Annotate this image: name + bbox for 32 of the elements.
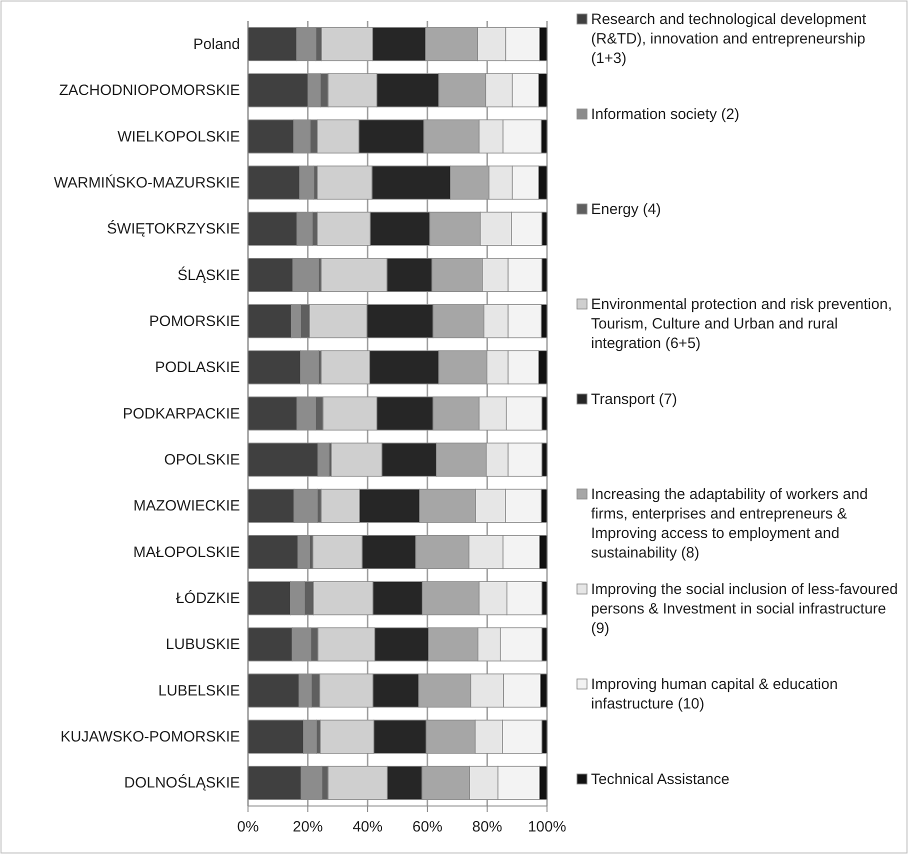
y-tick-label: MAŁOPOLSKIE (133, 544, 240, 561)
y-tick-label: DOLNOŚLĄSKIE (124, 774, 240, 792)
y-tick-label: ZACHODNIOPOMORSKIE (59, 82, 240, 100)
x-tick-label: 40% (352, 818, 383, 836)
x-tick-label: 60% (412, 818, 442, 836)
legend-label: Improving the social inclusion of less-favoured persons & Investment in social infrastructure (9) (591, 581, 898, 637)
y-tick-label: ŁÓDZKIE (176, 589, 240, 608)
y-tick-label: WARMIŃSKO-MAZURSKIE (54, 173, 240, 192)
legend-label: Environmental protection and risk prevention, Tourism, Culture and Urban and rural integration (6+5) (591, 296, 892, 352)
y-tick-label: LUBELSKIE (158, 682, 240, 700)
legend-label: Increasing the adaptability of workers and firms, enterprises and entrepreneurs & Improving access to employment and sustainability (8) (591, 486, 868, 562)
legend-label: Information society (2) (591, 106, 740, 123)
x-tick-label: 80% (472, 818, 502, 836)
x-tick-label: 0% (237, 818, 259, 836)
y-tick-label: Poland (193, 36, 240, 53)
legend-label: Energy (4) (591, 201, 662, 218)
x-tick-label: 100% (528, 818, 566, 836)
y-tick-label: PODKARPACKIE (122, 405, 240, 422)
y-tick-label: LUBUSKIE (166, 636, 240, 654)
y-tick-label: ŚLĄSKIE (177, 266, 240, 284)
y-tick-label: OPOLSKIE (164, 451, 240, 468)
x-tick-label: 20% (292, 818, 323, 836)
y-tick-label: ŚWIĘTOKRZYSKIE (106, 220, 240, 238)
legend-label: Transport (7) (591, 391, 678, 408)
y-tick-label: MAZOWIECKIE (133, 498, 240, 515)
legend-label: Technical Assistance (591, 771, 730, 788)
y-tick-label: POMORSKIE (149, 312, 240, 330)
y-tick-label: KUJAWSKO-POMORSKIE (60, 728, 240, 746)
y-tick-label: WIELKOPOLSKIE (117, 128, 240, 146)
legend-label: Improving human capital & education infastructure (10) (591, 676, 838, 712)
legend-label: Research and technological development (R&TD), innovation and entrepreneurship (1+3) (591, 11, 868, 67)
y-tick-label: PODLASKIE (154, 359, 240, 376)
